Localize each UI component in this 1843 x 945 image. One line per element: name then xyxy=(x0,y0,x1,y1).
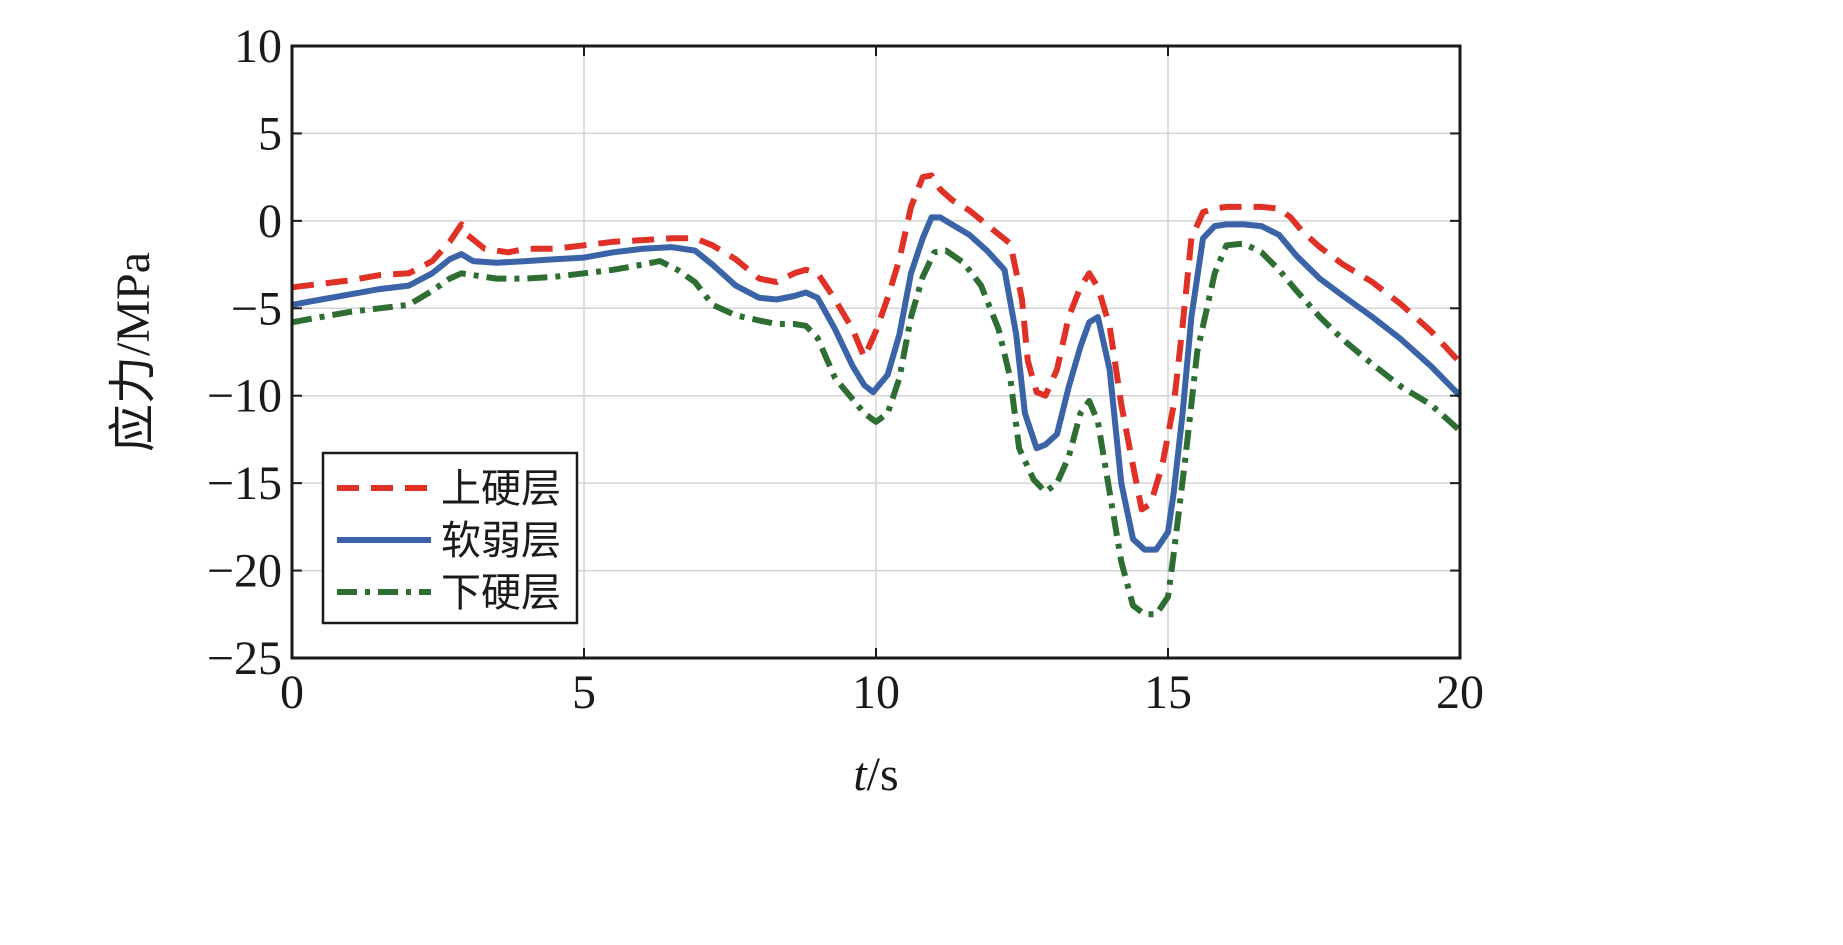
y-tick-label-1: 5 xyxy=(258,107,282,160)
series-line-soft-layer xyxy=(291,214,1463,553)
series-line-lower-hard-layer xyxy=(291,240,1463,618)
legend-label-soft-layer: 软弱层 xyxy=(441,518,561,564)
y-tick-label-2: 0 xyxy=(258,195,282,248)
y-tick-label-5: −15 xyxy=(207,457,282,510)
series-line-upper-hard-layer xyxy=(291,172,1463,513)
legend-entry-soft-layer: 软弱层 xyxy=(337,518,561,564)
x-tick-label-4: 20 xyxy=(1436,666,1484,719)
x-tick-label-0: 0 xyxy=(280,666,304,719)
x-axis-label: t/s xyxy=(853,748,898,801)
legend-entry-upper-hard-layer: 上硬层 xyxy=(337,466,561,512)
x-tick-label-2: 10 xyxy=(852,666,900,719)
y-axis-label: 应力/MPa xyxy=(107,252,160,452)
x-tick-label-3: 15 xyxy=(1144,666,1192,719)
y-tick-label-7: −25 xyxy=(207,632,282,685)
y-tick-label-3: −5 xyxy=(231,282,282,335)
axis-ticks: 0 5 10 15 20 10 5 0 −5 −10 −15 −20 −25 xyxy=(207,20,1484,719)
legend-label-upper-hard-layer: 上硬层 xyxy=(441,466,561,512)
y-tick-label-0: 10 xyxy=(234,20,282,73)
x-tick-label-1: 5 xyxy=(572,666,596,719)
y-tick-label-4: −10 xyxy=(207,370,282,423)
y-tick-label-6: −20 xyxy=(207,545,282,598)
plot-area xyxy=(291,172,1463,618)
legend-entry-lower-hard-layer: 下硬层 xyxy=(337,570,561,616)
legend: 上硬层 软弱层 下硬层 xyxy=(321,451,579,625)
legend-label-lower-hard-layer: 下硬层 xyxy=(441,570,561,616)
